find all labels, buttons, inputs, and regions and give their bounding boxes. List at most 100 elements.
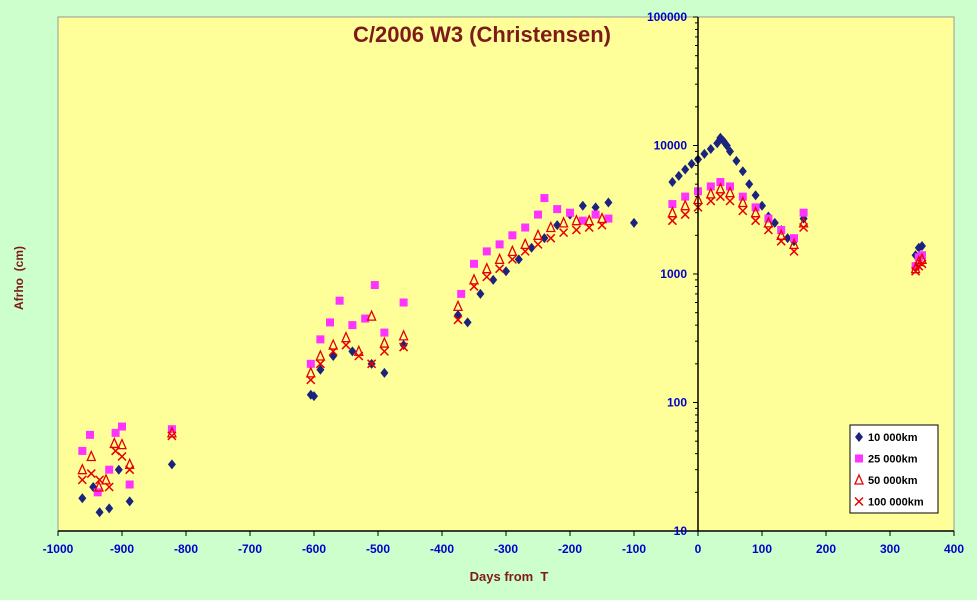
data-point <box>667 206 678 218</box>
legend: 10 000km 25 000km 50 000km 100 000km <box>849 424 939 514</box>
x-axis-label: Days from T <box>470 569 549 584</box>
data-point <box>116 438 128 450</box>
x-tick-label: -500 <box>366 542 390 556</box>
data-point <box>763 225 773 235</box>
data-point <box>558 216 569 228</box>
data-point <box>361 314 370 323</box>
data-point <box>341 340 351 350</box>
legend-label: 50 000km <box>868 475 918 487</box>
data-point <box>799 222 809 233</box>
y-tick-label: 100000 <box>647 10 687 24</box>
x-tick-label: -700 <box>238 542 262 556</box>
data-point <box>78 446 87 455</box>
data-point <box>596 211 608 224</box>
data-point <box>776 236 786 246</box>
data-point <box>788 237 800 250</box>
data-point <box>328 346 338 356</box>
data-point <box>789 246 799 256</box>
data-point <box>93 488 102 497</box>
data-point <box>604 214 613 223</box>
data-point <box>457 289 466 298</box>
data-point <box>125 496 134 507</box>
data-point <box>167 459 176 470</box>
data-point <box>93 480 104 492</box>
data-point <box>306 359 315 368</box>
data-point <box>482 247 491 256</box>
y-tick-label: 10 <box>674 524 688 538</box>
data-point <box>502 266 510 277</box>
data-point <box>95 507 104 518</box>
data-point <box>546 233 556 243</box>
data-point <box>738 166 747 177</box>
data-point <box>737 195 748 208</box>
data-point <box>559 228 569 238</box>
data-point <box>783 233 792 244</box>
data-point <box>680 210 690 220</box>
data-point <box>667 216 677 226</box>
data-point <box>104 482 114 492</box>
data-point <box>751 190 760 201</box>
data-point <box>725 196 735 206</box>
data-point <box>918 241 926 252</box>
data-point <box>111 428 120 437</box>
data-point <box>681 164 690 175</box>
data-point <box>553 205 562 214</box>
data-point <box>799 208 808 217</box>
data-point <box>315 359 325 369</box>
y-tick-label: 100 <box>667 396 687 410</box>
data-point <box>340 330 352 343</box>
data-point <box>367 359 377 369</box>
data-point <box>545 220 556 233</box>
data-point <box>305 366 316 378</box>
x-axis-ticks: -1000 -900 -800 -700 -600 -500 -400 -300 -200 -10… <box>43 531 964 556</box>
data-point <box>125 480 134 489</box>
x-tick-label: -800 <box>174 542 198 556</box>
data-point <box>77 475 87 485</box>
data-point <box>911 266 921 276</box>
data-point <box>95 475 105 485</box>
data-point <box>452 299 464 312</box>
data-point <box>399 342 409 352</box>
data-point <box>109 436 120 449</box>
series-group <box>78 132 926 518</box>
data-point <box>751 216 761 226</box>
series-group <box>77 182 928 492</box>
data-point <box>571 225 581 235</box>
data-point <box>453 315 463 325</box>
data-point <box>489 274 498 285</box>
x-tick-label: -400 <box>430 542 454 556</box>
legend-label: 25 000km <box>868 454 918 466</box>
data-point <box>668 200 677 209</box>
x-tick-label: 100 <box>752 542 772 556</box>
data-point <box>715 192 725 202</box>
data-point <box>917 259 927 269</box>
y-tick-label: 1000 <box>660 267 687 281</box>
legend-label: 10 000km <box>868 432 918 444</box>
data-point <box>726 146 734 157</box>
data-point <box>532 228 544 240</box>
data-point <box>578 216 587 225</box>
data-point <box>476 288 485 299</box>
x-tick-label: -300 <box>494 542 518 556</box>
data-point <box>105 465 114 474</box>
data-point <box>370 281 379 290</box>
data-point <box>78 493 87 504</box>
data-point <box>738 206 748 216</box>
legend-label: 100 000km <box>868 497 924 509</box>
data-points-layer <box>77 132 928 518</box>
data-point <box>380 367 389 378</box>
data-point <box>508 231 517 240</box>
data-point <box>469 281 479 291</box>
data-point <box>316 335 325 344</box>
data-point <box>700 148 709 159</box>
data-point <box>86 469 96 479</box>
data-point <box>911 262 920 271</box>
x-tick-label: -100 <box>622 542 646 556</box>
data-point <box>706 196 716 206</box>
legend-marker <box>855 454 863 463</box>
data-point <box>86 430 94 439</box>
data-point <box>125 465 135 475</box>
data-point <box>591 202 600 213</box>
data-point <box>681 192 690 201</box>
data-point <box>604 197 613 208</box>
